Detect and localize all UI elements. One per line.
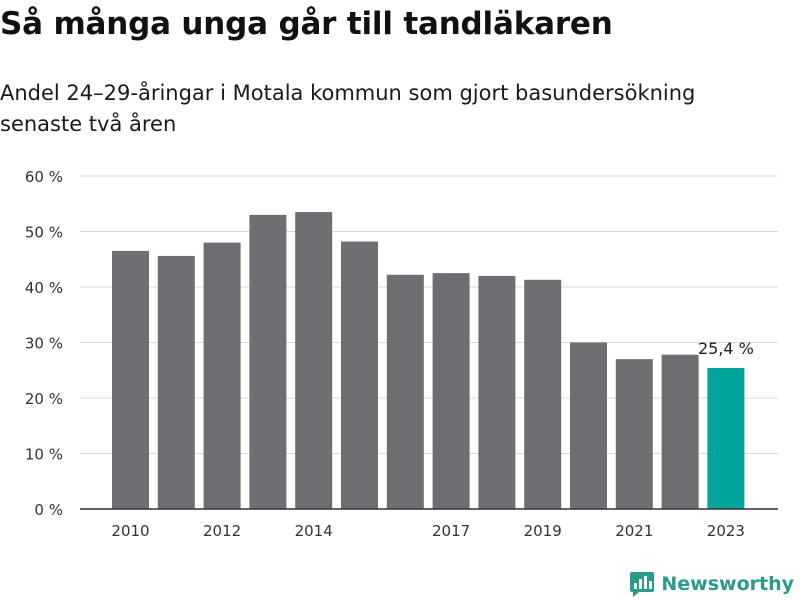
brand-logo: Newsworthy [629,570,794,598]
bar [112,250,149,510]
bar [661,354,699,509]
bar [203,242,241,509]
y-tick-label: 20 % [25,390,63,408]
bar [524,279,562,509]
chart-title: Så många unga går till tandläkaren [0,6,613,42]
data-label: 25,4 % [698,339,754,358]
bar [478,275,516,509]
bar-highlight [707,368,745,509]
bar [249,214,287,509]
bar [341,241,378,510]
y-tick-label: 40 % [25,279,63,297]
x-tick-label: 2019 [524,522,562,540]
x-tick-label: 2012 [203,522,241,540]
x-tick-label: 2017 [432,522,470,540]
x-tick-label: 2023 [707,522,745,540]
newsworthy-logo-icon [630,572,655,597]
y-tick-label: 0 % [34,501,63,519]
chart-subtitle: Andel 24–29-åringar i Motala kommun som … [0,81,696,136]
y-tick-label: 60 % [25,168,63,186]
x-tick-label: 2014 [295,522,333,540]
bar [570,342,607,509]
x-tick-label: 2010 [111,522,149,540]
bar [295,212,333,509]
bar [432,273,470,509]
brand-name: Newsworthy [661,573,794,595]
y-tick-label: 50 % [25,224,63,242]
x-tick-label: 2021 [615,522,653,540]
y-tick-label: 10 % [25,446,63,464]
bar [157,255,195,509]
bar [386,274,424,509]
bar [615,359,653,509]
y-tick-label: 30 % [25,335,63,353]
